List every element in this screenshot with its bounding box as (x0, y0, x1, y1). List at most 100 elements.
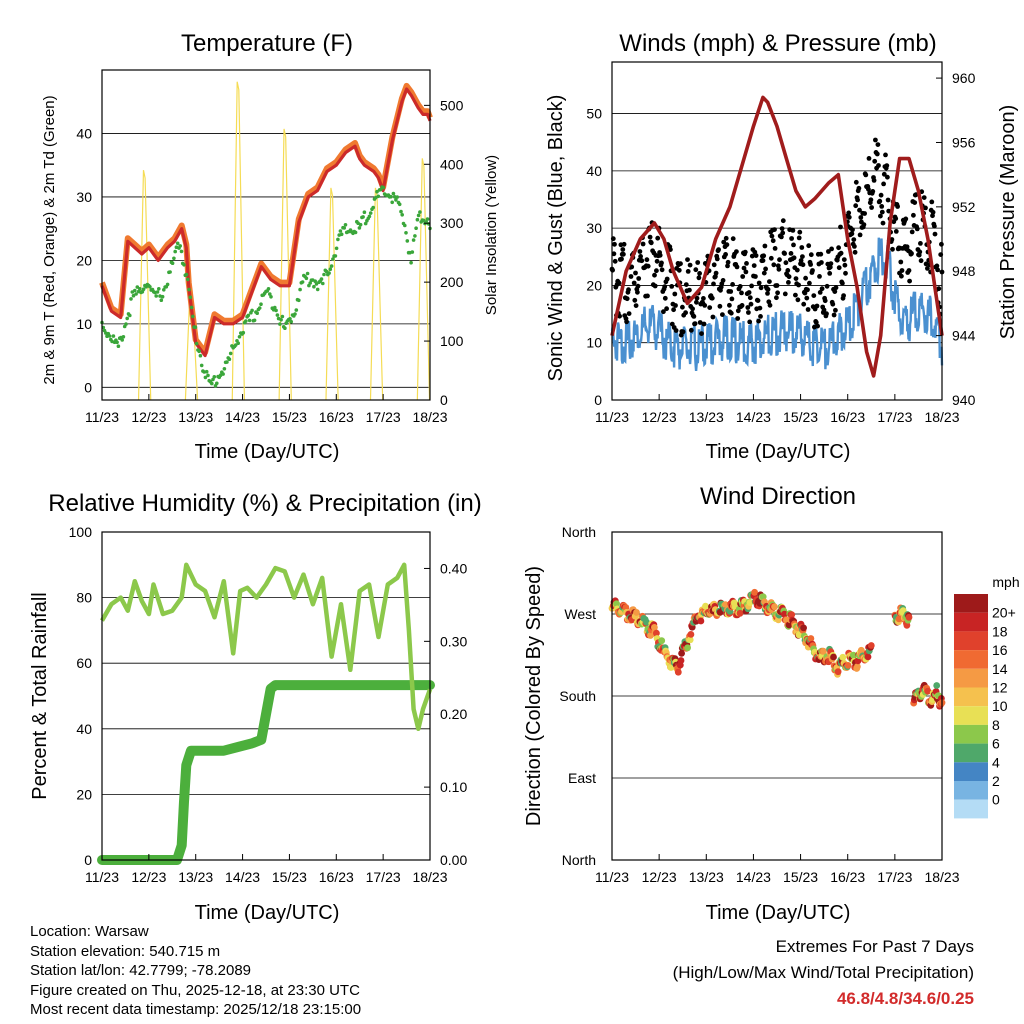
wind-direction-point (667, 664, 675, 671)
dewpoint-point (252, 318, 257, 323)
y-tick-label: 10 (586, 335, 602, 351)
wind-direction-point (830, 653, 837, 661)
wind-direction-point (854, 663, 861, 670)
dewpoint-point (159, 298, 164, 303)
wind-gust-point (724, 242, 730, 248)
solar-insolation-spike (369, 187, 384, 401)
dewpoint-point (107, 334, 112, 338)
wind-gust-point (893, 216, 899, 222)
wind-direction-point (924, 687, 932, 695)
wind-gust-point (885, 197, 891, 203)
y-tick-label: 20 (76, 252, 92, 268)
wind-direction-point (850, 651, 857, 659)
wind-gust-point (699, 331, 704, 336)
wind-gust-point (856, 185, 862, 191)
wind-gust-point (770, 238, 776, 244)
wind-gust-point (612, 241, 617, 247)
wind-gust-point (710, 314, 716, 320)
wind-gust-point (723, 252, 728, 257)
y2-tick-label: 0.20 (440, 706, 467, 722)
x-tick-label: 12/23 (131, 869, 166, 885)
wind-gust-point (729, 296, 735, 302)
colorbar-tick-label: 2 (992, 773, 1000, 789)
wind-gust-point (862, 211, 867, 216)
wind-gust-point (819, 260, 824, 265)
wind-gust-point (749, 253, 755, 259)
wind-gust-point (790, 228, 796, 233)
wind-gust-point (788, 251, 794, 256)
wind-gust-point (696, 275, 702, 281)
wind-gust-point (683, 310, 688, 316)
wind-direction-point (653, 629, 660, 637)
winds-plot-frame (611, 61, 943, 401)
dewpoint-point (237, 335, 242, 339)
x-tick-label: 15/23 (272, 409, 307, 425)
wind-gust-point (640, 241, 646, 247)
dewpoint-point (322, 272, 326, 277)
wind-gust-point (878, 213, 883, 219)
dewpoint-point (233, 343, 238, 347)
dewpoint-point (157, 287, 161, 291)
colorbar-swatch (954, 706, 988, 725)
x-tick-label: 18/23 (412, 409, 447, 425)
wind-gust-point (833, 307, 838, 313)
wind-gust-point (739, 303, 745, 308)
dewpoint-point (312, 284, 316, 289)
dewpoint-point (120, 338, 124, 342)
dewpoint-point (343, 223, 348, 227)
dewpoint-point (339, 232, 344, 237)
dewpoint-point (228, 351, 233, 356)
temperature-y2label: Solar Insolation (Yellow) (483, 155, 500, 315)
wind-gust-point (720, 278, 726, 283)
wind-gust-point (747, 295, 753, 301)
wind-gust-point (744, 261, 749, 266)
wind-gust-point (883, 152, 888, 158)
dewpoint-point (198, 353, 203, 358)
wind-gust-point (912, 200, 918, 206)
winds-title: Winds (mph) & Pressure (mb) (619, 30, 936, 57)
wind-gust-point (611, 251, 617, 257)
wind-gust-point (925, 266, 930, 271)
x-tick-label: 12/23 (642, 409, 677, 425)
wind-gust-point (728, 289, 734, 294)
wind-gust-point (779, 226, 785, 232)
dewpoint-point (308, 281, 313, 285)
dewpoint-point (191, 314, 195, 319)
wind-gust-point (624, 296, 630, 302)
wind-gust-point (885, 174, 890, 180)
wind-gust-point (936, 286, 942, 292)
x-tick-label: 17/23 (877, 869, 912, 885)
wind-gust-point (730, 236, 736, 242)
x-tick-label: 16/23 (319, 869, 354, 885)
wind-gust-point (796, 282, 801, 288)
wind-gust-point (890, 246, 895, 252)
wind-gust-point (657, 252, 663, 258)
wind-gust-point (624, 319, 629, 325)
wind-gust-point (831, 312, 837, 318)
dewpoint-point (168, 270, 172, 274)
wind-gust-point (725, 259, 731, 265)
wind-gust-point (904, 244, 910, 250)
wind-gust-point (755, 298, 761, 303)
wind-gust-point (652, 272, 657, 278)
dewpoint-point (418, 210, 422, 214)
dewpoint-point (390, 200, 395, 205)
dewpoint-point (362, 210, 367, 214)
wind-gust-point (728, 310, 734, 316)
dewpoint-point (298, 287, 302, 292)
wind-gust-point (633, 303, 639, 308)
wind-gust-point (800, 262, 806, 268)
wind-gust-point (818, 251, 824, 257)
wind-gust-point (833, 285, 839, 291)
wind-gust-point (849, 231, 855, 237)
dewpoint-point (133, 288, 137, 293)
dewpoint-point (283, 326, 287, 331)
wind-gust-point (846, 210, 852, 216)
temperature-xlabel: Time (Day/UTC) (195, 441, 340, 463)
relative-humidity-line (100, 562, 433, 732)
wind-direction-xlabel: Time (Day/UTC) (706, 902, 851, 924)
dewpoint-point (327, 271, 331, 275)
winds-ylabel: Sonic Wind & Gust (Blue, Black) (545, 95, 567, 382)
wind-direction-title: Wind Direction (700, 483, 856, 510)
dewpoint-point (425, 217, 430, 221)
